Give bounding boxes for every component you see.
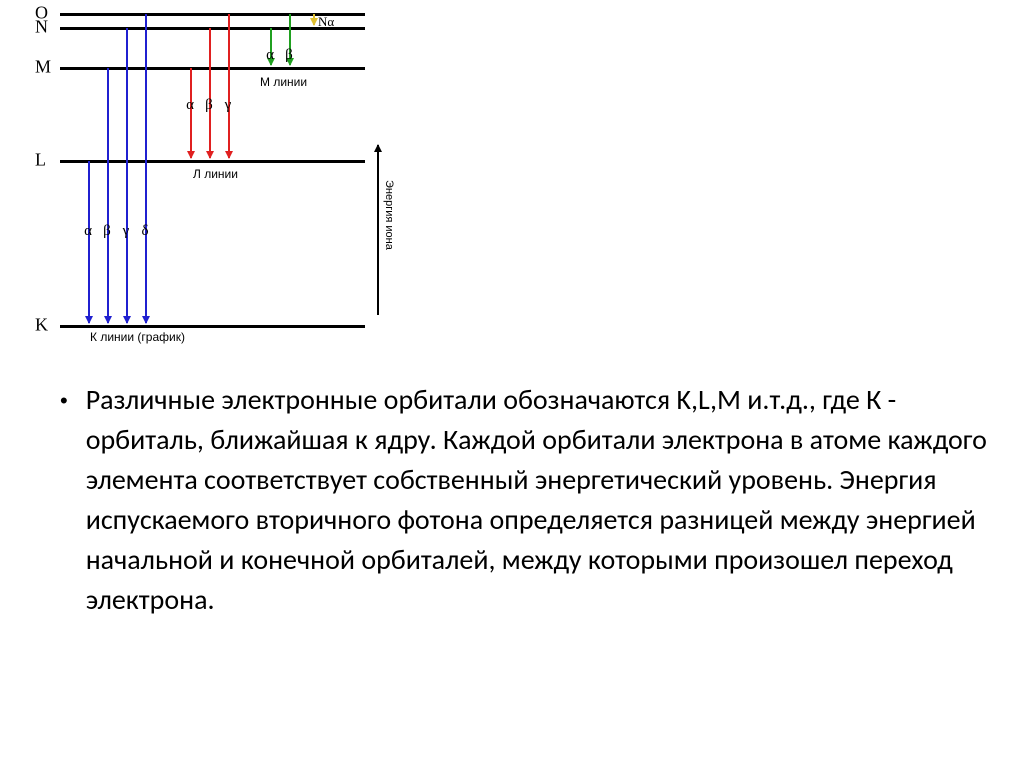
level-L-label: L — [35, 150, 46, 171]
k-delta-arrow — [145, 14, 147, 323]
bullet-marker-icon: • — [60, 380, 68, 422]
l-gamma-greek: γ — [225, 97, 232, 114]
energy-axis-label: Энергия иона — [383, 180, 395, 250]
level-L-line — [60, 160, 365, 163]
l-series-label: Л линии — [193, 167, 238, 181]
k-series-label: К линии (график) — [90, 330, 185, 344]
k-gamma-greek: γ — [123, 223, 130, 240]
bullet-item: • Различные электронные орбитали обознач… — [60, 380, 994, 620]
k-beta-greek: β — [103, 223, 111, 240]
k-alpha-greek: α — [84, 223, 92, 240]
k-delta-greek: δ — [141, 223, 148, 240]
l-alpha-greek: α — [186, 97, 194, 114]
k-gamma-arrow — [126, 28, 128, 323]
k-alpha-arrow — [88, 161, 90, 323]
n-alpha-arrow — [313, 14, 315, 25]
energy-level-diagram: O N M L K Nα α β М линии α β γ Л линии α… — [35, 5, 405, 345]
m-beta-greek: β — [285, 47, 293, 64]
level-N-label: N — [35, 17, 48, 38]
m-alpha-greek: α — [266, 47, 274, 64]
l-gamma-arrow — [228, 14, 230, 158]
k-beta-arrow — [107, 68, 109, 323]
description-text: Различные электронные орбитали обозначаю… — [86, 380, 994, 620]
level-M-label: M — [35, 57, 51, 78]
l-beta-arrow — [209, 28, 211, 158]
level-M-line — [60, 67, 365, 70]
level-K-line — [60, 325, 365, 328]
l-beta-greek: β — [205, 97, 213, 114]
description-block: • Различные электронные орбитали обознач… — [60, 380, 994, 620]
energy-axis-arrow — [377, 145, 379, 315]
level-K-label: K — [35, 315, 48, 336]
na-label: Nα — [318, 14, 334, 30]
m-series-label: М линии — [260, 75, 307, 89]
